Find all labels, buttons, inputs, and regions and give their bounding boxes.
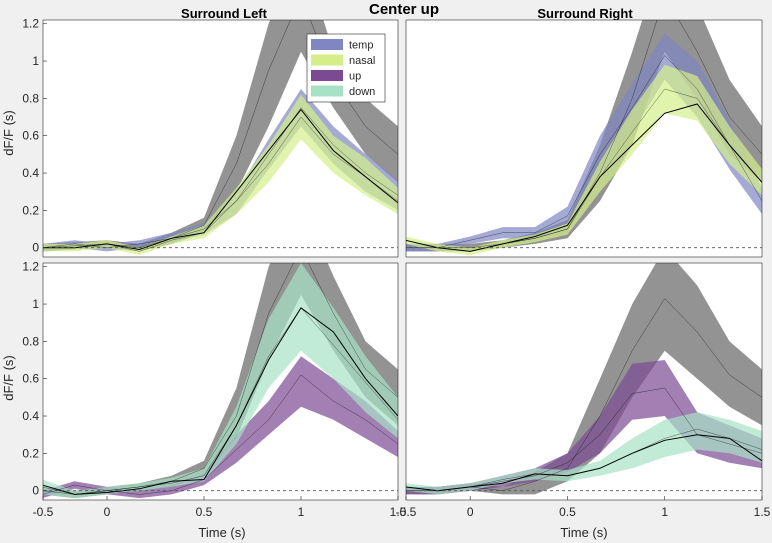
col-title-surround-left: Surround Left — [181, 6, 268, 21]
ylabel-top: dF/F (s) — [1, 110, 16, 156]
ytick-label: 0 — [32, 484, 39, 498]
legend-label-temp: temp — [349, 40, 373, 52]
xlabel-right: Time (s) — [560, 525, 607, 540]
col-title-surround-right: Surround Right — [537, 6, 633, 21]
legend-swatch-temp — [311, 39, 343, 50]
xtick-label: 0 — [104, 505, 111, 519]
population-mean-line — [406, 103, 762, 252]
ytick-label: 0 — [32, 241, 39, 255]
ytick-label: 0.6 — [22, 372, 39, 386]
mean-line-up — [43, 374, 398, 495]
axes-box — [42, 262, 399, 501]
plot-marks — [406, 263, 762, 495]
xlabel-left: Time (s) — [198, 525, 245, 540]
plot-marks — [43, 263, 398, 499]
ytick-label: 1.2 — [22, 260, 39, 274]
band-nasal — [43, 94, 398, 256]
population-mean-line — [406, 434, 762, 492]
xtick-label: 1 — [661, 505, 668, 519]
ytick-label: 0.4 — [22, 166, 39, 180]
ytick-label: 0.2 — [22, 446, 39, 460]
band-down — [43, 263, 398, 499]
legend: temp nasal up down — [306, 33, 386, 103]
xtick-label: 0.5 — [196, 505, 213, 519]
axes-box — [405, 19, 763, 258]
legend-swatch-nasal — [311, 54, 343, 66]
panel-surround-left-bottom: 0 0.2 0.4 0.6 0.8 1 1.2 -0.5 0 0.5 1 1.5 — [22, 260, 407, 519]
xtick-label: 1 — [298, 505, 305, 519]
ytick-label: 0.6 — [22, 129, 39, 143]
ylabel-bottom: dF/F (s) — [1, 355, 16, 401]
population-mean-line — [43, 307, 398, 495]
population-mean-line — [43, 108, 398, 251]
ytick-label: 1 — [32, 297, 39, 311]
band-nasal — [406, 64, 762, 256]
band-down — [406, 412, 762, 495]
mean-line-down — [43, 307, 398, 495]
ytick-label: 1 — [32, 54, 39, 68]
plot-marks — [406, 20, 762, 256]
band-gray — [406, 263, 762, 495]
band-up — [43, 356, 398, 499]
ytick-label: 0.2 — [22, 203, 39, 217]
mean-line-temp — [406, 55, 762, 248]
panel-surround-right-top — [405, 19, 763, 258]
panel-surround-right-bottom: -0.5 0 0.5 1 1.5 — [396, 262, 771, 519]
figure-suptitle: Center up — [369, 1, 439, 18]
axes-box — [405, 262, 763, 501]
ytick-label: 0.8 — [22, 91, 39, 105]
mean-line-temp — [43, 107, 398, 248]
legend-swatch-down — [311, 85, 343, 97]
xtick-label: 0.5 — [559, 505, 576, 519]
legend-label-nasal: nasal — [349, 55, 375, 67]
xtick-label: -0.5 — [33, 505, 54, 519]
axes-box — [42, 19, 399, 258]
xtick-label: 1.5 — [754, 505, 771, 519]
legend-label-up: up — [349, 71, 361, 83]
xtick-label: -0.5 — [396, 505, 417, 519]
legend-label-down: down — [349, 86, 375, 98]
plot-marks — [43, 20, 398, 256]
band-gray — [43, 20, 398, 252]
xtick-label: 0 — [467, 505, 474, 519]
xtick-label: 1.5 — [390, 505, 407, 519]
ytick-label: 0.8 — [22, 334, 39, 348]
panel-surround-left-top: 0 0.2 0.4 0.6 0.8 1 1.2 temp nasal up down — [22, 17, 399, 258]
ytick-label: 1.2 — [22, 17, 39, 31]
legend-swatch-up — [311, 70, 343, 81]
ytick-label: 0.4 — [22, 409, 39, 423]
band-up — [406, 360, 762, 495]
